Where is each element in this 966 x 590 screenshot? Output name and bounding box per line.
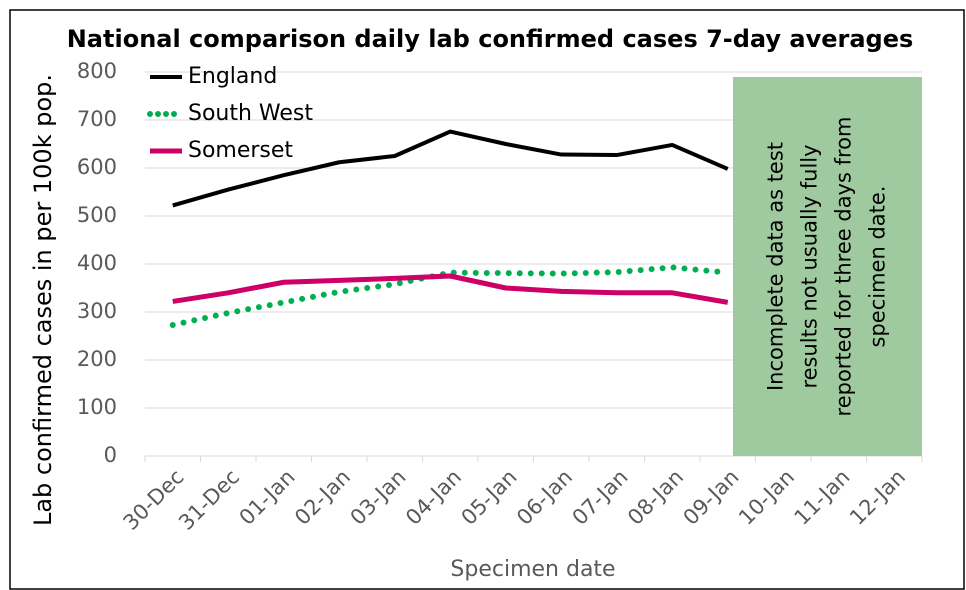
legend-label: England	[188, 64, 277, 89]
x-tick-label: 03-Jan	[346, 465, 411, 530]
legend-label: South West	[188, 101, 313, 126]
x-tick-label: 09-Jan	[679, 465, 744, 530]
y-tick-label: 600	[77, 155, 117, 179]
x-tick-label: 06-Jan	[512, 465, 577, 530]
chart-border	[9, 9, 965, 590]
x-tick-label: 31-Dec	[174, 465, 244, 535]
y-tick-label: 800	[77, 59, 117, 83]
series-line	[172, 273, 729, 305]
annotation-text: Incomplete data as test	[764, 142, 788, 391]
x-tick-label: 05-Jan	[457, 465, 522, 530]
y-tick-label: 700	[77, 107, 117, 131]
y-tick-label: 300	[77, 299, 117, 323]
y-axis-title: Lab confirmed cases in per 100k pop.	[29, 74, 57, 526]
x-tick-label: 02-Jan	[290, 465, 355, 530]
y-tick-label: 100	[77, 395, 117, 419]
annotation-box	[733, 77, 922, 456]
annotation-text: specimen date.	[866, 186, 890, 348]
x-tick-label: 04-Jan	[401, 465, 466, 530]
annotation-text: results not usually fully	[798, 144, 822, 388]
y-tick-label: 200	[77, 347, 117, 371]
y-tick-label: 400	[77, 251, 117, 275]
x-axis-title: Specimen date	[450, 557, 615, 582]
x-tick-label: 12-Jan	[845, 465, 910, 530]
y-tick-label: 500	[77, 203, 117, 227]
x-tick-label: 01-Jan	[235, 465, 300, 530]
x-tick-label: 30-Dec	[119, 465, 189, 535]
x-tick-label: 10-Jan	[734, 465, 799, 530]
y-tick-label: 0	[104, 443, 117, 467]
x-tick-label: 07-Jan	[568, 465, 633, 530]
chart-title: National comparison daily lab confirmed …	[67, 25, 914, 53]
annotation-text: reported for three days from	[832, 117, 856, 417]
x-tick-label: 08-Jan	[623, 465, 688, 530]
series-line	[172, 129, 729, 208]
legend-label: Somerset	[188, 138, 293, 163]
x-tick-label: 11-Jan	[790, 465, 855, 530]
